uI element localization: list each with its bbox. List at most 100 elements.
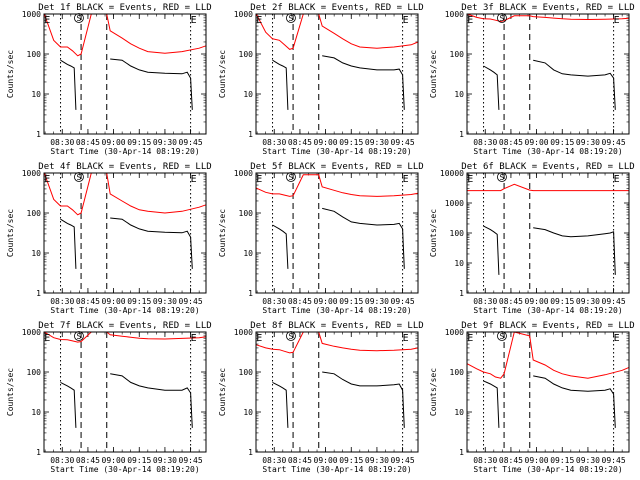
plot-frame [255, 172, 419, 294]
annotation-s: S [500, 173, 505, 182]
events-series-line [60, 218, 77, 269]
annotation-e: E [403, 174, 409, 185]
x-tick-label: 09:30 [365, 456, 389, 465]
x-tick-label: 08:45 [288, 297, 312, 306]
x-tick-label: 09:00 [314, 456, 338, 465]
x-axis-label: Start Time (30-Apr-14 08:19:20) [262, 465, 411, 474]
y-tick-label: 10000 [440, 169, 464, 178]
annotation-s: S [500, 14, 505, 23]
events-series-line [483, 65, 500, 110]
chart-panel: Det 3f BLACK = Events, RED = LLD 1 10 100 10… [429, 3, 635, 156]
events-series-line [533, 375, 616, 428]
annotation-s: S [77, 332, 82, 341]
x-tick-label: 08:45 [76, 138, 100, 147]
y-tick-label: 100 [239, 368, 254, 377]
annotation-e: E [467, 15, 473, 26]
x-tick-label: 08:30 [50, 138, 74, 147]
chart-panel: Det 7f BLACK = Events, RED = LLD 1 10 100 10… [6, 321, 212, 474]
plot-frame [43, 172, 207, 294]
annotation-e: E [614, 15, 620, 26]
x-tick-label: 09:45 [602, 138, 626, 147]
x-axis-label: Start Time (30-Apr-14 08:19:20) [473, 147, 622, 156]
y-tick-label: 10 [243, 408, 253, 417]
x-tick-label: 09:00 [102, 297, 126, 306]
x-tick-label: 09:15 [127, 456, 151, 465]
x-tick-label: 08:30 [473, 138, 497, 147]
y-tick-label: 100 [450, 229, 465, 238]
x-tick-label: 09:30 [576, 297, 600, 306]
annotation-e: E [191, 333, 197, 344]
events-series-line [110, 58, 193, 110]
x-tick-label: 09:00 [525, 297, 549, 306]
x-tick-label: 09:00 [102, 138, 126, 147]
y-tick-label: 1000 [22, 169, 41, 178]
x-tick-label: 08:45 [76, 297, 100, 306]
x-tick-label: 08:30 [50, 456, 74, 465]
annotation-e: E [403, 15, 409, 26]
annotation-s: S [77, 173, 82, 182]
events-series-line [272, 381, 289, 428]
annotation-s: S [289, 173, 294, 182]
events-series-line [483, 380, 500, 428]
x-tick-label: 08:45 [76, 456, 100, 465]
plot-frame [43, 331, 207, 453]
events-series-line [322, 207, 405, 269]
chart-title: Det 3f BLACK = Events, RED = LLD [461, 3, 634, 13]
x-tick-label: 09:15 [550, 138, 574, 147]
x-axis-label: Start Time (30-Apr-14 08:19:20) [50, 306, 199, 315]
events-series-line [322, 371, 405, 428]
x-tick-label: 09:00 [525, 138, 549, 147]
events-series-line [272, 59, 289, 110]
lld-series-line [467, 13, 630, 23]
x-tick-label: 08:30 [473, 456, 497, 465]
y-tick-label: 1 [248, 289, 253, 298]
x-tick-label: 09:30 [153, 297, 177, 306]
y-tick-label: 100 [27, 209, 42, 218]
lld-series-line [44, 331, 207, 343]
annotation-s: S [500, 332, 505, 341]
y-tick-label: 100 [450, 368, 465, 377]
y-tick-label: 100 [27, 50, 42, 59]
y-tick-label: 10 [454, 90, 464, 99]
y-tick-label: 1 [459, 289, 464, 298]
y-tick-label: 1 [459, 130, 464, 139]
x-tick-label: 08:30 [262, 456, 286, 465]
plot-frame [255, 13, 419, 135]
x-tick-label: 08:30 [473, 297, 497, 306]
x-tick-label: 09:45 [391, 456, 415, 465]
x-tick-label: 09:45 [602, 297, 626, 306]
annotation-s: S [289, 332, 294, 341]
y-tick-label: 10 [454, 408, 464, 417]
y-tick-label: 100 [239, 50, 254, 59]
chart-panel: Det 9f BLACK = Events, RED = LLD 1 10 100 10… [429, 321, 635, 474]
chart-panel: Det 2f BLACK = Events, RED = LLD 1 10 100 10… [218, 3, 424, 156]
y-tick-label: 1 [459, 448, 464, 457]
x-tick-label: 09:45 [391, 297, 415, 306]
y-axis-label: Counts/sec [218, 209, 227, 257]
y-tick-label: 1000 [22, 10, 41, 19]
annotation-e: E [256, 174, 262, 185]
y-tick-label: 1000 [234, 328, 253, 337]
x-tick-label: 09:30 [365, 138, 389, 147]
annotation-e: E [614, 333, 620, 344]
y-tick-label: 1 [36, 448, 41, 457]
y-tick-label: 1000 [22, 328, 41, 337]
x-tick-label: 08:30 [262, 138, 286, 147]
x-tick-label: 09:00 [314, 297, 338, 306]
x-tick-label: 09:15 [550, 456, 574, 465]
annotation-e: E [614, 174, 620, 185]
x-axis-label: Start Time (30-Apr-14 08:19:20) [50, 147, 199, 156]
x-tick-label: 09:15 [127, 297, 151, 306]
y-tick-label: 1000 [445, 328, 464, 337]
events-series-line [110, 373, 193, 428]
events-series-line [60, 381, 77, 428]
x-tick-label: 09:00 [102, 456, 126, 465]
lld-series-line [43, 13, 207, 57]
x-tick-label: 08:45 [288, 456, 312, 465]
x-tick-label: 09:30 [153, 456, 177, 465]
x-tick-label: 09:30 [365, 297, 389, 306]
y-tick-label: 1 [36, 130, 41, 139]
annotation-e: E [467, 174, 473, 185]
annotation-e: E [467, 333, 473, 344]
